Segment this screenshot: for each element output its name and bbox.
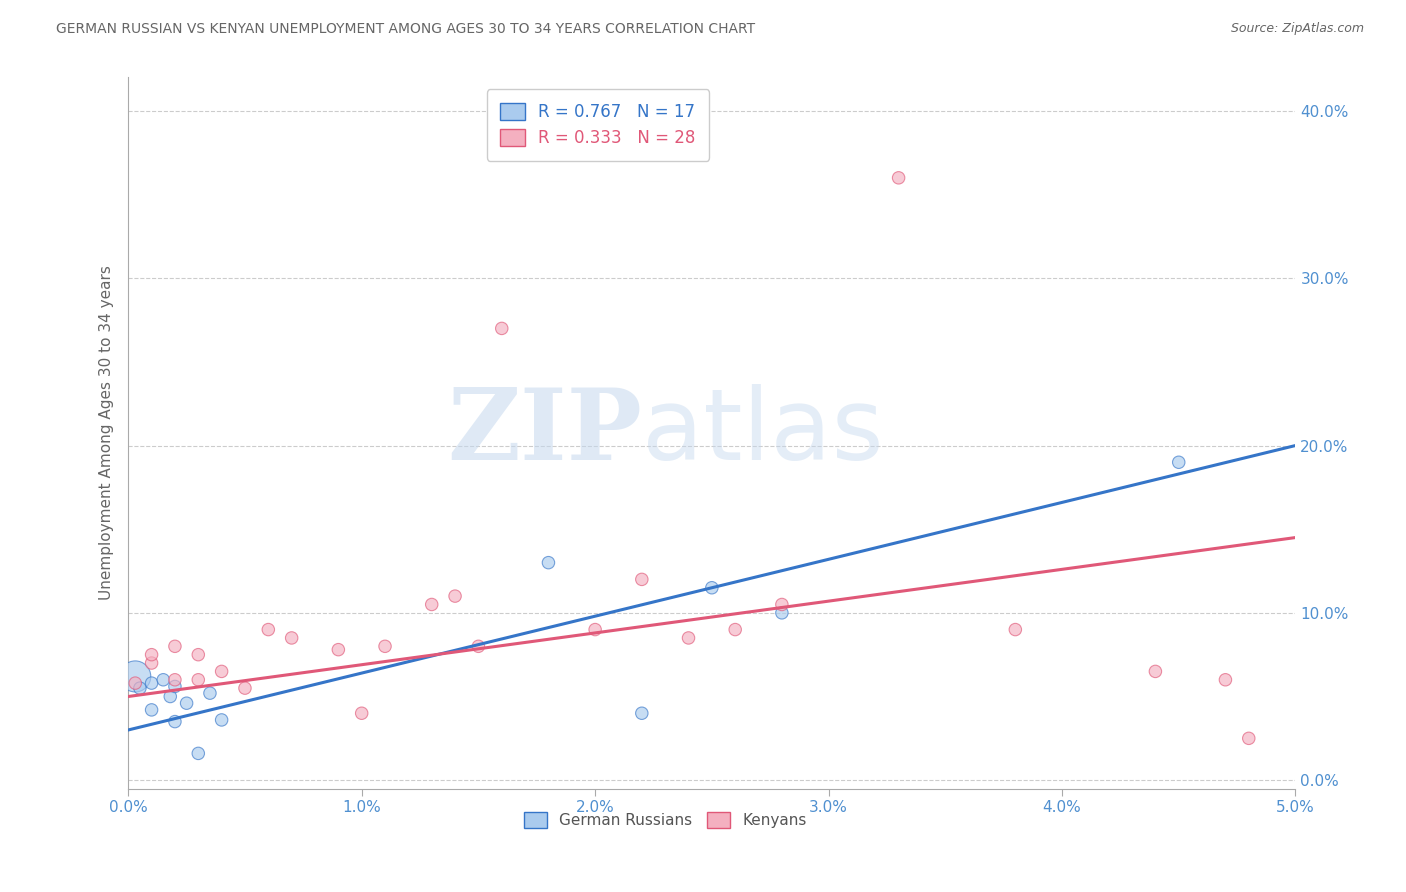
- Point: [630, 706, 652, 721]
- Point: [198, 686, 221, 700]
- Point: [176, 696, 198, 710]
- Point: [152, 673, 174, 687]
- Point: [374, 640, 396, 654]
- Point: [163, 714, 186, 729]
- Point: [187, 747, 209, 761]
- Point: [770, 606, 793, 620]
- Point: [280, 631, 302, 645]
- Point: [583, 623, 606, 637]
- Point: [211, 665, 233, 679]
- Point: [678, 631, 700, 645]
- Point: [141, 648, 163, 662]
- Point: [630, 573, 652, 587]
- Point: [1237, 731, 1260, 746]
- Point: [129, 681, 152, 695]
- Point: [420, 598, 443, 612]
- Point: [233, 681, 256, 695]
- Point: [187, 648, 209, 662]
- Point: [211, 713, 233, 727]
- Point: [491, 321, 513, 335]
- Y-axis label: Unemployment Among Ages 30 to 34 years: Unemployment Among Ages 30 to 34 years: [100, 266, 114, 600]
- Point: [163, 673, 186, 687]
- Point: [124, 669, 146, 683]
- Point: [444, 589, 467, 603]
- Point: [257, 623, 280, 637]
- Point: [1167, 455, 1189, 469]
- Legend: German Russians, Kenyans: German Russians, Kenyans: [517, 806, 813, 834]
- Point: [187, 673, 209, 687]
- Point: [141, 703, 163, 717]
- Point: [159, 690, 181, 704]
- Point: [163, 640, 186, 654]
- Point: [141, 676, 163, 690]
- Point: [350, 706, 373, 721]
- Point: [700, 581, 723, 595]
- Text: GERMAN RUSSIAN VS KENYAN UNEMPLOYMENT AMONG AGES 30 TO 34 YEARS CORRELATION CHAR: GERMAN RUSSIAN VS KENYAN UNEMPLOYMENT AM…: [56, 22, 755, 37]
- Text: Source: ZipAtlas.com: Source: ZipAtlas.com: [1230, 22, 1364, 36]
- Point: [887, 170, 910, 185]
- Point: [770, 598, 793, 612]
- Point: [1144, 665, 1167, 679]
- Point: [124, 676, 146, 690]
- Point: [163, 680, 186, 694]
- Point: [328, 642, 350, 657]
- Point: [1215, 673, 1237, 687]
- Point: [724, 623, 747, 637]
- Point: [1004, 623, 1026, 637]
- Point: [537, 556, 560, 570]
- Point: [467, 640, 489, 654]
- Text: ZIP: ZIP: [447, 384, 641, 482]
- Point: [141, 656, 163, 670]
- Text: atlas: atlas: [641, 384, 883, 482]
